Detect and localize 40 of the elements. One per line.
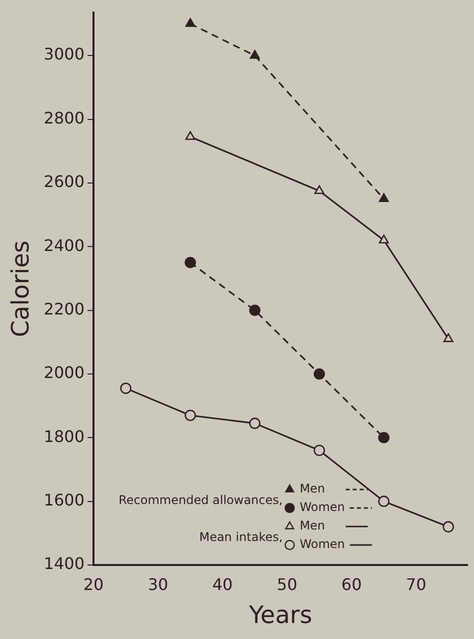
point — [250, 50, 260, 59]
point — [378, 496, 390, 507]
x-tick-label: 50 — [276, 574, 298, 594]
point — [249, 304, 260, 316]
x-tick-label: 60 — [341, 574, 362, 594]
x-tick-label: 40 — [212, 574, 233, 594]
legend-label: Men — [300, 518, 326, 533]
point — [185, 18, 196, 27]
point — [120, 382, 132, 394]
point — [185, 131, 196, 140]
legend-label: Women — [300, 500, 345, 514]
x-tick-label: 30 — [148, 574, 168, 594]
point — [378, 432, 390, 444]
y-tick-label: 1400 — [44, 554, 85, 574]
point — [442, 521, 454, 532]
y-tick-label: 1800 — [44, 426, 85, 446]
point — [249, 418, 260, 429]
point — [443, 333, 454, 342]
y-tick-label: 1600 — [44, 490, 85, 510]
annotation: Recommended allowances, — [118, 492, 283, 507]
x-tick-label: 20 — [83, 574, 104, 594]
point — [314, 185, 324, 194]
legend-label: Men — [300, 482, 326, 496]
y-tick-label: 2800 — [44, 108, 85, 128]
y-tick-label: 2400 — [44, 236, 85, 255]
legend-label: Women — [300, 537, 345, 552]
point — [314, 444, 325, 456]
annotation: Mean intakes, — [199, 530, 283, 544]
point — [378, 193, 389, 202]
point — [184, 410, 196, 422]
point — [314, 368, 325, 380]
x-tick-label: 70 — [406, 574, 426, 594]
y-tick-label: 2600 — [44, 172, 85, 192]
point — [184, 256, 196, 268]
y-tick-label: 2000 — [44, 363, 85, 382]
y-axis-title: Calories — [6, 240, 35, 338]
x-axis-title: Years — [248, 600, 312, 629]
y-tick-label: 3000 — [44, 44, 85, 64]
y-tick-label: 2200 — [44, 299, 85, 318]
point — [378, 234, 389, 244]
